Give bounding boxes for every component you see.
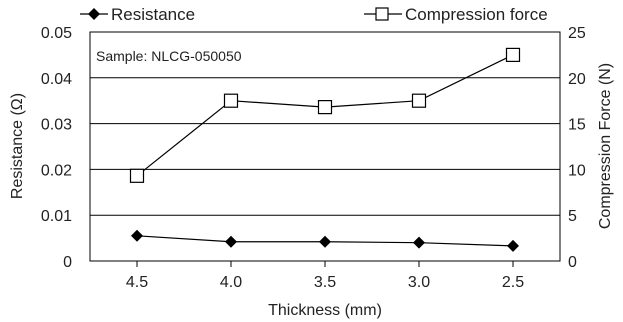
series-resistance [131, 229, 519, 252]
resistance-point [319, 235, 331, 248]
legend-square-marker [375, 7, 389, 21]
resistance-point [225, 235, 237, 248]
legend-diamond-marker [88, 8, 100, 20]
compression-force-point [505, 47, 521, 63]
left-tick-label: 0.02 [41, 162, 72, 179]
legend-label-compression-force: Compression force [405, 5, 548, 24]
right-tick-label: 25 [568, 25, 586, 42]
left-tick-label: 0.01 [41, 208, 72, 225]
right-tick-label: 5 [568, 208, 577, 225]
left-tick-label: 0.04 [41, 71, 72, 88]
right-tick-label: 15 [568, 117, 586, 134]
left-tick-label: 0 [63, 254, 72, 271]
x-tick-label: 3.5 [314, 274, 336, 291]
x-axis-ticks: 4.5 4.0 3.5 3.0 2.5 [126, 261, 524, 291]
legend: Resistance Compression force [80, 5, 548, 24]
left-tick-label: 0.05 [41, 25, 72, 42]
resistance-point [507, 239, 519, 252]
compression-force-point [317, 100, 333, 115]
legend-item-compression-force: Compression force [364, 5, 548, 24]
compression-force-line [136, 54, 514, 177]
x-tick-label: 3.0 [408, 274, 430, 291]
gridlines [90, 77, 560, 216]
right-axis-ticks: 0 5 10 15 20 25 [568, 25, 586, 271]
series-compression-force [129, 47, 521, 183]
left-axis-ticks: 0 0.01 0.02 0.03 0.04 0.05 [41, 25, 72, 271]
compression-force-point [129, 168, 145, 183]
compression-force-point [223, 93, 239, 108]
right-tick-label: 10 [568, 162, 586, 179]
x-tick-label: 4.5 [126, 274, 148, 291]
x-axis-title: Thickness (mm) [268, 302, 382, 319]
legend-label-resistance: Resistance [111, 5, 195, 24]
x-tick-label: 4.0 [220, 274, 242, 291]
resistance-point [413, 236, 425, 249]
sample-annotation: Sample: NLCG-050050 [96, 48, 242, 64]
resistance-point [131, 229, 143, 242]
legend-item-resistance: Resistance [80, 5, 195, 24]
x-tick-label: 2.5 [502, 274, 524, 291]
compression-force-point [411, 93, 427, 108]
right-axis-title: Compression Force (N) [597, 63, 614, 229]
left-axis-title: Resistance (Ω) [9, 93, 26, 199]
right-tick-label: 20 [568, 71, 586, 88]
right-tick-label: 0 [568, 254, 577, 271]
left-tick-label: 0.03 [41, 117, 72, 134]
